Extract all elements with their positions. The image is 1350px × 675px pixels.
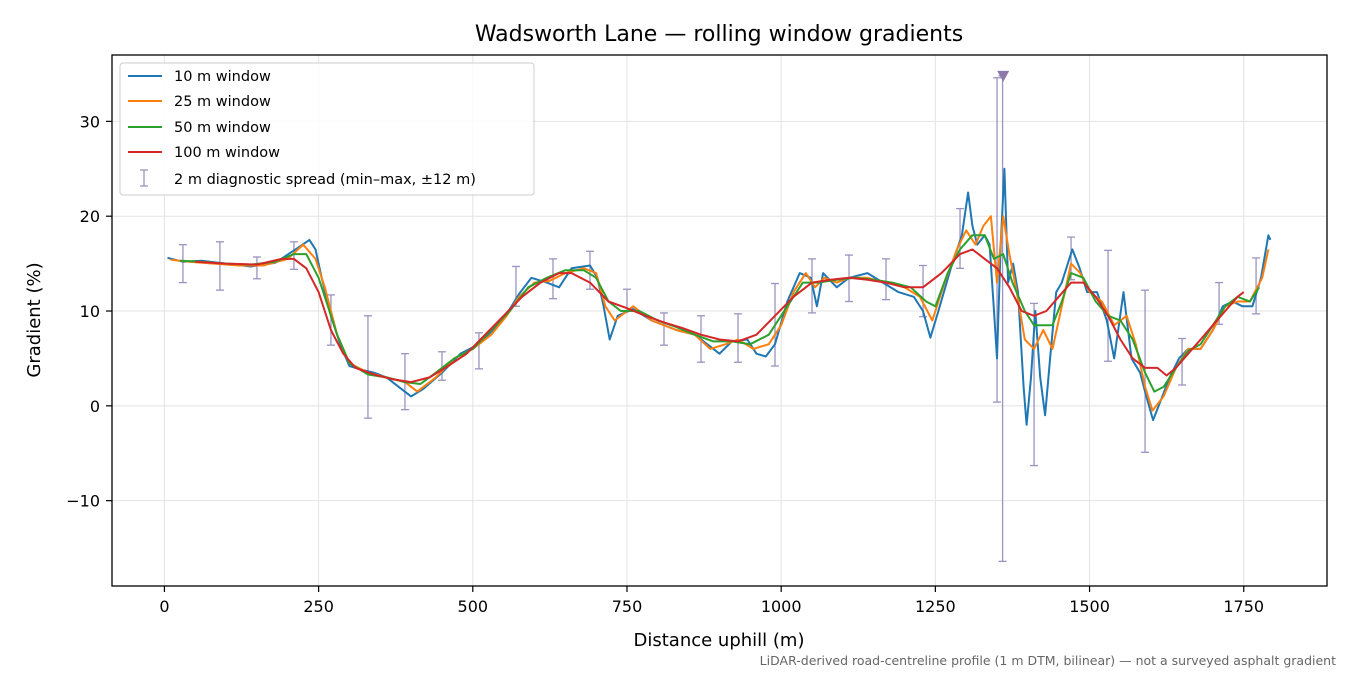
- y-tick-label: 20: [80, 207, 100, 226]
- spread-whisker: [437, 351, 446, 381]
- y-tick-label: 30: [80, 112, 100, 131]
- axis-ticks: 0 250 500 750 1000 1250 1500 1750 −10 0 10 20 30: [66, 112, 1264, 616]
- x-tick-label: 1250: [915, 597, 956, 616]
- plot-frame: [111, 54, 1328, 587]
- legend: 10 m window 25 m window 50 m window 100 …: [119, 62, 535, 196]
- x-tick-label: 1500: [1069, 597, 1110, 616]
- legend-label-25m: 25 m window: [174, 94, 271, 110]
- spread-whisker: [659, 312, 668, 346]
- y-tick-label: 0: [90, 397, 100, 416]
- x-tick-label: 1000: [761, 597, 802, 616]
- off-scale-marker: [997, 70, 1010, 82]
- spread-whisker: [882, 258, 891, 301]
- series-line-100-m-window: [195, 248, 1245, 384]
- footnote: LiDAR-derived road-centreline profile (1…: [760, 653, 1336, 668]
- spread-whisker: [474, 332, 483, 370]
- chart-title: Wadsworth Lane — rolling window gradient…: [475, 22, 963, 47]
- series-lines: [167, 167, 1272, 426]
- spread-whisker: [252, 256, 261, 280]
- y-tick-label: −10: [66, 492, 100, 511]
- legend-swatch-spread: [140, 169, 148, 187]
- spread-whisker: [1252, 257, 1261, 315]
- x-tick-label: 1750: [1223, 597, 1264, 616]
- x-tick-label: 250: [303, 597, 334, 616]
- series-line-10-m-window: [167, 167, 1272, 426]
- x-axis-label: Distance uphill (m): [634, 630, 805, 651]
- legend-label-10m: 10 m window: [174, 69, 271, 85]
- series-line-25-m-window: [170, 215, 1270, 412]
- legend-label-100m: 100 m window: [174, 145, 280, 161]
- y-axis-label: Gradient (%): [24, 262, 45, 377]
- x-tick-label: 500: [458, 597, 489, 616]
- spread-whisker: [326, 294, 335, 346]
- spread-whisker: [919, 264, 928, 318]
- y-tick-label: 10: [80, 302, 100, 321]
- x-tick-label: 750: [612, 597, 643, 616]
- legend-box: [119, 62, 535, 196]
- spread-whisker: [215, 241, 224, 291]
- spread-whisker: [178, 243, 187, 284]
- spread-whisker: [734, 313, 743, 363]
- x-tick-label: 0: [159, 597, 169, 616]
- spread-whisker: [363, 315, 372, 419]
- spread-whisker: [1104, 249, 1113, 362]
- legend-label-50m: 50 m window: [174, 120, 271, 136]
- spread-whisker: [289, 241, 298, 270]
- legend-label-spread: 2 m diagnostic spread (min–max, ±12 m): [174, 172, 476, 188]
